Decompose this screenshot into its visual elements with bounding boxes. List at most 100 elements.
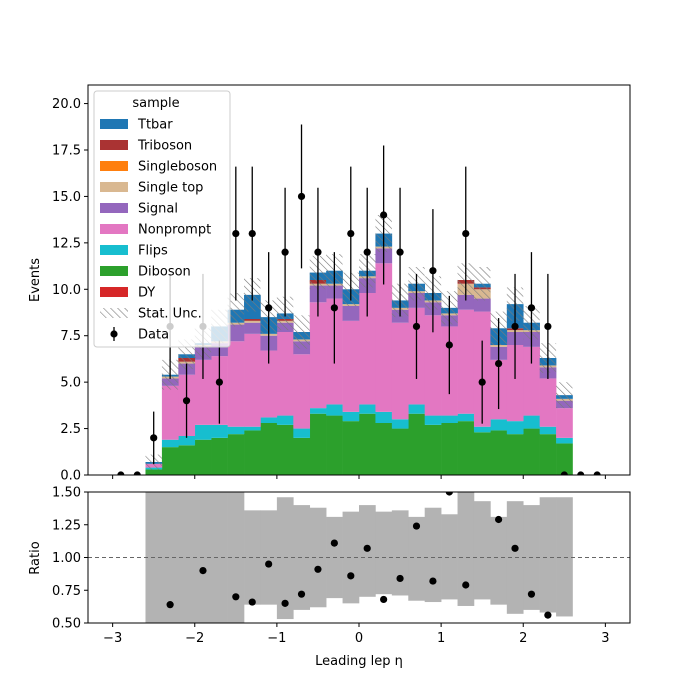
bar-diboson-20 xyxy=(473,432,491,475)
ratio-point-12 xyxy=(396,574,404,583)
ratio-ytick-label-4: 1.50 xyxy=(52,486,81,501)
bar-diboson-4 xyxy=(211,437,228,475)
ratio-xtick-label-5: 2 xyxy=(519,631,527,646)
bar-diboson-22 xyxy=(506,434,524,475)
bar-flips-11 xyxy=(326,404,343,416)
bar-nonprompt-22 xyxy=(506,345,524,422)
bar-flips-12 xyxy=(342,411,360,422)
bar-nonprompt-8 xyxy=(276,332,294,416)
ratio-point-9 xyxy=(347,572,355,580)
bar-nonprompt-14 xyxy=(375,263,393,412)
bar-nonprompt-24 xyxy=(539,378,557,427)
main-ytick-label-5: 12.5 xyxy=(52,236,81,251)
ratio-point-10 xyxy=(363,544,371,552)
legend-swatch-triboson xyxy=(100,140,128,150)
bar-flips-7 xyxy=(260,417,278,423)
ratio-xtick-label-3: 0 xyxy=(355,631,363,646)
data-point-10 xyxy=(281,248,289,256)
ratio-ytick-label-2: 1.00 xyxy=(52,551,81,566)
legend-label-ttbar: Ttbar xyxy=(137,118,173,133)
data-point-6 xyxy=(215,378,223,386)
ratio-point-17 xyxy=(495,515,503,524)
bar-nonprompt-19 xyxy=(457,309,475,414)
data-point-16 xyxy=(380,211,388,219)
ratio-point-8 xyxy=(330,539,338,547)
ratio-point-4 xyxy=(265,560,273,568)
legend-swatch-stat-unc xyxy=(100,308,128,318)
ratio-point-20 xyxy=(544,611,552,619)
bar-flips-5 xyxy=(227,426,245,435)
ratio-band-7 xyxy=(260,510,278,605)
unc-hatch-5 xyxy=(227,293,245,327)
legend-label-flips: Flips xyxy=(138,244,168,259)
main-ytick-label-2: 5.0 xyxy=(60,376,81,391)
legend-label-triboson: Triboson xyxy=(137,139,192,154)
main-ytick-label-1: 2.5 xyxy=(60,422,81,437)
bar-flips-6 xyxy=(244,426,261,431)
bar-nonprompt-17 xyxy=(424,315,442,416)
bar-diboson-18 xyxy=(441,423,458,475)
ratio-band-19 xyxy=(457,492,475,606)
main-ytick-label-3: 7.5 xyxy=(60,329,81,344)
main-panel: 0.02.55.07.510.012.515.017.520.0 Events … xyxy=(28,84,631,484)
bar-nonprompt-15 xyxy=(391,322,409,420)
bar-diboson-15 xyxy=(391,428,409,475)
data-point-19 xyxy=(429,267,437,275)
ratio-point-6 xyxy=(297,590,306,598)
bar-signal-12 xyxy=(342,306,360,321)
ratio-band-25 xyxy=(556,497,573,617)
data-point-18 xyxy=(412,322,421,331)
bar-nonprompt-13 xyxy=(359,293,376,405)
unc-hatch-9 xyxy=(293,315,310,349)
legend-label-signal: Signal xyxy=(138,202,178,217)
bar-diboson-12 xyxy=(342,421,360,475)
bar-flips-14 xyxy=(375,411,393,423)
legend-frame xyxy=(93,90,231,348)
legend-label-data: Data xyxy=(138,328,169,343)
bar-diboson-11 xyxy=(326,415,343,475)
bar-diboson-25 xyxy=(556,443,573,475)
bar-signal-5 xyxy=(227,324,245,342)
bar-nonprompt-10 xyxy=(309,302,327,409)
bar-diboson-7 xyxy=(260,423,278,475)
data-point-8 xyxy=(248,229,256,238)
ratio-band-16 xyxy=(408,516,425,601)
ratio-ytick-label-3: 1.25 xyxy=(52,518,81,533)
ratio-axes-frame xyxy=(87,491,631,624)
data-point-24 xyxy=(511,322,519,331)
legend-swatch-diboson xyxy=(100,266,128,276)
ratio-band-24 xyxy=(539,497,557,613)
data-point-2 xyxy=(150,434,158,442)
bar-triboson-6 xyxy=(244,319,261,321)
main-ytick-label-4: 10.0 xyxy=(52,283,81,298)
bar-signal-20 xyxy=(473,298,491,312)
main-ytick-label-6: 15.0 xyxy=(52,190,81,205)
bar-diboson-23 xyxy=(523,428,540,475)
ratio-panel: 0.50 0.75 1.00 1.25 1.50 −3 −2 −1 0 1 2 3 Ratio Le… xyxy=(28,486,631,669)
bar-flips-18 xyxy=(441,415,458,423)
bar-diboson-0 xyxy=(145,469,163,475)
data-point-22 xyxy=(478,378,486,386)
bar-single-top-6 xyxy=(244,320,261,323)
bar-flips-21 xyxy=(490,419,508,431)
bar-diboson-13 xyxy=(359,413,376,475)
bar-signal-6 xyxy=(244,322,261,334)
bar-flips-4 xyxy=(211,424,228,438)
bar-diboson-9 xyxy=(293,437,311,475)
bar-flips-19 xyxy=(457,413,475,422)
data-point-15 xyxy=(363,248,371,256)
bar-diboson-16 xyxy=(408,413,425,475)
bar-nonprompt-9 xyxy=(293,354,311,429)
bar-flips-16 xyxy=(408,404,425,414)
bar-diboson-10 xyxy=(309,413,327,475)
legend: sample Ttbar Triboson Singleboson Single top… xyxy=(93,90,231,348)
bar-nonprompt-12 xyxy=(342,320,360,412)
main-ytick-label-7: 17.5 xyxy=(52,144,81,159)
data-point-28 xyxy=(577,471,585,475)
data-point-7 xyxy=(232,229,240,238)
unc-hatch-20 xyxy=(473,267,491,301)
ratio-ytick-label-0: 0.50 xyxy=(52,617,81,632)
ratio-xtick-label-4: 1 xyxy=(437,631,445,646)
data-point-12 xyxy=(314,248,322,256)
bar-flips-22 xyxy=(506,421,524,435)
